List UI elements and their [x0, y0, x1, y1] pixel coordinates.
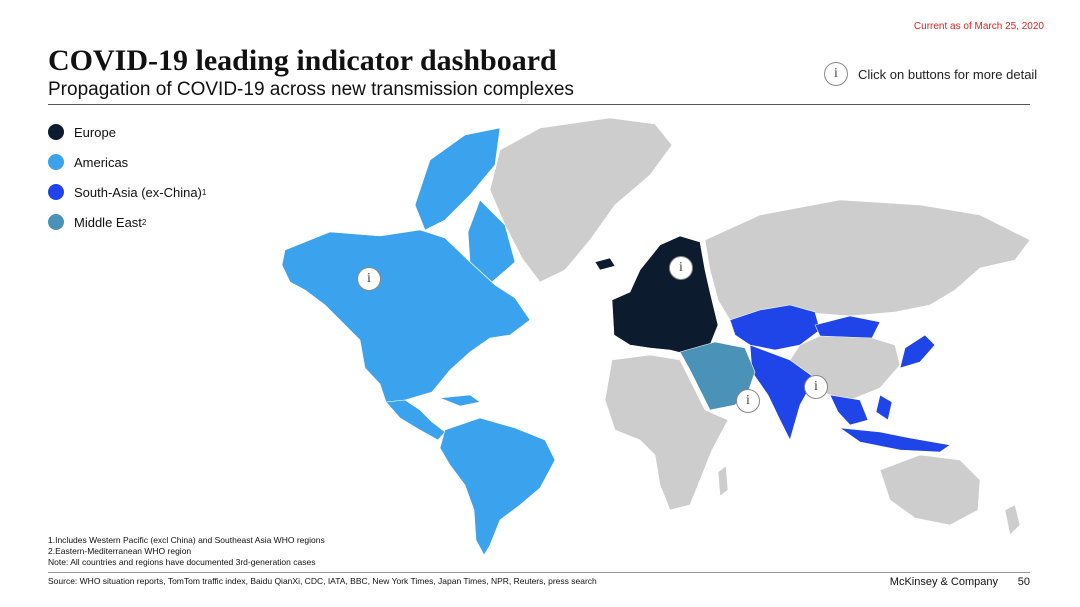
legend-label: Europe	[74, 124, 116, 140]
source-line: Source: WHO situation reports, TomTom tr…	[48, 576, 597, 586]
legend: Europe Americas South-Asia (ex-China) 1 M…	[48, 117, 206, 237]
region-central-asia	[729, 304, 821, 351]
region-philippines	[875, 394, 893, 421]
region-africa	[604, 354, 729, 511]
region-russia	[704, 199, 1031, 321]
brand-name: McKinsey & Company	[889, 576, 998, 588]
page-title: COVID-19 leading indicator dashboard	[48, 44, 557, 77]
region-europe	[611, 235, 719, 356]
footnotes: 1.Includes Western Pacific (excl China) …	[48, 535, 325, 568]
region-south-america	[439, 417, 556, 556]
info-button-europe[interactable]: i	[669, 256, 693, 280]
legend-label: South-Asia (ex-China)	[74, 184, 202, 200]
legend-item-south-asia: South-Asia (ex-China) 1	[48, 177, 206, 207]
region-greenland	[489, 117, 673, 283]
info-circle-icon: i	[824, 62, 848, 86]
legend-label: Americas	[74, 154, 129, 170]
region-north-america	[281, 229, 531, 403]
region-new-zealand	[1004, 504, 1021, 536]
info-button-south-asia[interactable]: i	[804, 375, 828, 399]
legend-swatch	[48, 124, 64, 140]
info-button-middle-east[interactable]: i	[736, 389, 760, 413]
legend-item-europe: Europe	[48, 117, 206, 147]
region-south-asia	[749, 344, 816, 441]
footer-divider	[48, 572, 1030, 573]
legend-item-americas: Americas	[48, 147, 206, 177]
info-hint: i Click on buttons for more detail	[824, 62, 1037, 86]
region-japan	[899, 334, 936, 369]
region-southeast-asia	[829, 394, 869, 426]
legend-footnote-mark: 1	[201, 187, 207, 197]
region-madagascar	[717, 465, 729, 497]
legend-swatch	[48, 184, 64, 200]
legend-swatch	[48, 154, 64, 170]
legend-item-middle-east: Middle East 2	[48, 207, 206, 237]
legend-label: Middle East	[74, 214, 142, 230]
region-central-america	[385, 399, 446, 441]
page-number: 50	[1017, 576, 1030, 588]
page-subtitle: Propagation of COVID-19 across new trans…	[48, 79, 574, 100]
footnote-note: Note: All countries and regions have doc…	[48, 557, 316, 567]
region-caribbean	[439, 394, 481, 407]
world-map	[281, 117, 1031, 556]
region-canadian-arctic	[414, 127, 501, 231]
footnote-1: 1.Includes Western Pacific (excl China) …	[48, 535, 325, 545]
legend-swatch	[48, 214, 64, 230]
footnote-2: 2.Eastern-Mediterranean WHO region	[48, 546, 192, 556]
info-button-americas[interactable]: i	[357, 267, 381, 291]
region-australia	[879, 454, 981, 526]
legend-footnote-mark: 2	[141, 217, 147, 227]
info-hint-text: Click on buttons for more detail	[858, 66, 1038, 82]
header-divider	[48, 104, 1030, 105]
region-indonesia	[838, 427, 951, 453]
current-date: Current as of March 25, 2020	[913, 21, 1044, 32]
region-iceland	[594, 257, 616, 271]
